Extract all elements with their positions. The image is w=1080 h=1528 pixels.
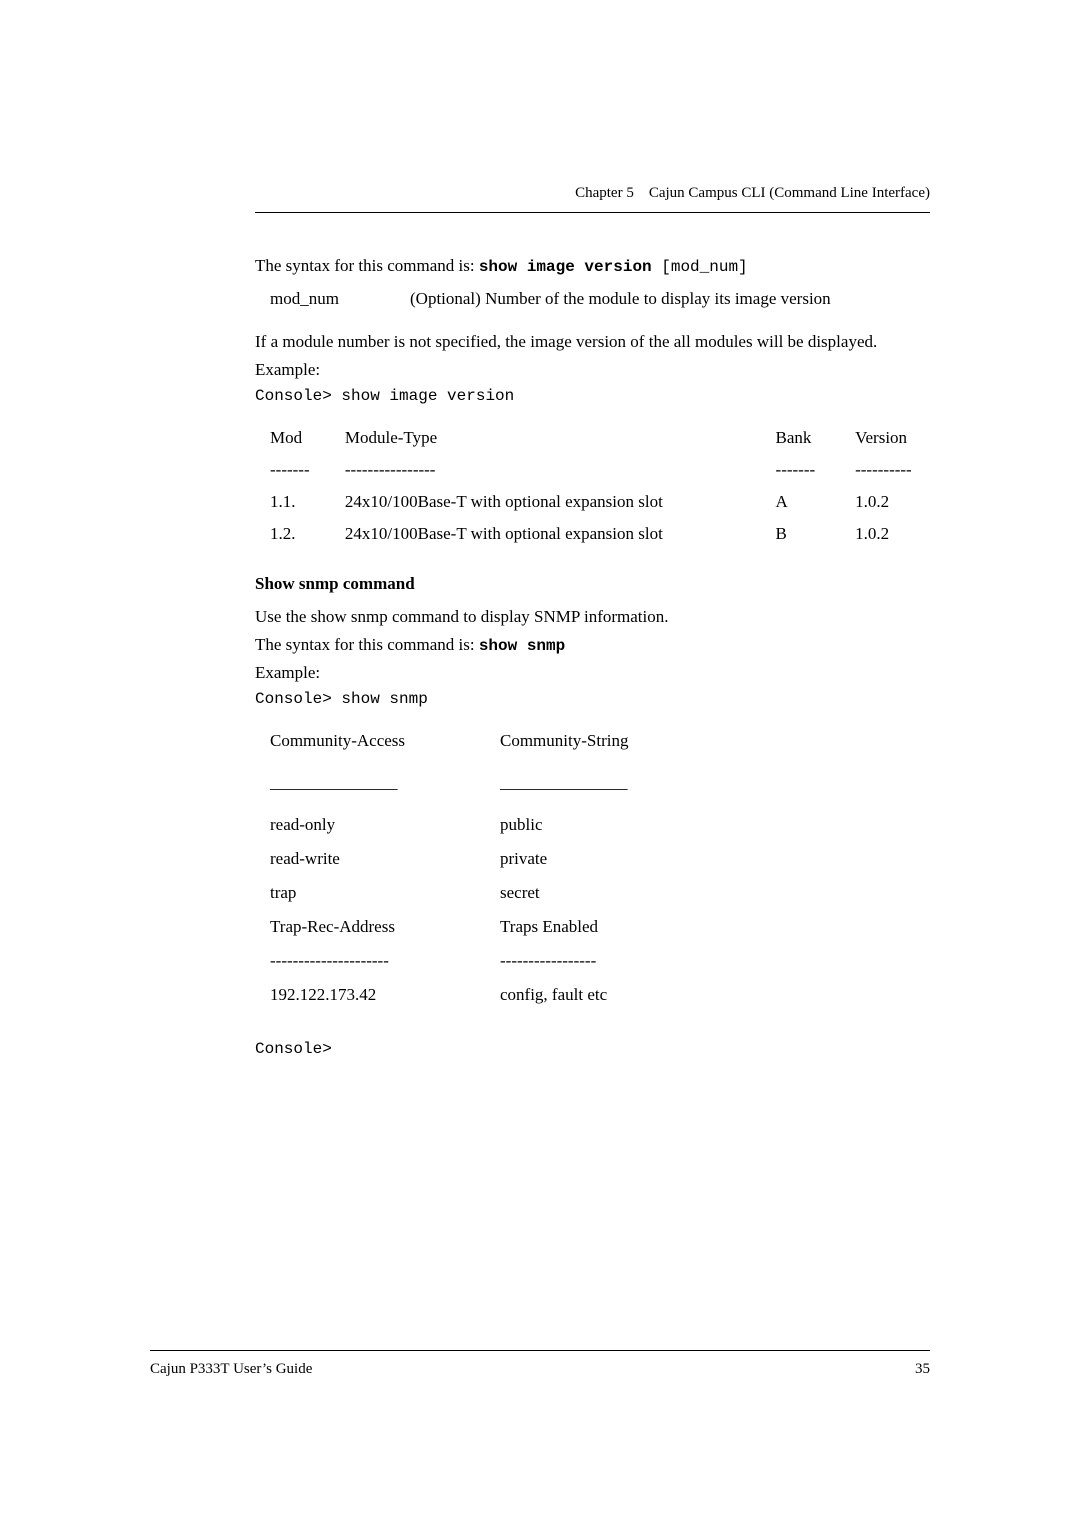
cell-version: 1.0.2 xyxy=(855,492,930,512)
snmp-cell1: Trap-Rec-Address xyxy=(270,917,500,937)
snmp-data-row: --------------------- ----------------- xyxy=(270,951,930,971)
header-version: Version xyxy=(855,428,930,448)
footer-left: Cajun P333T User’s Guide xyxy=(150,1361,312,1378)
snmp-cell2: private xyxy=(500,849,700,869)
cell-version: 1.0.2 xyxy=(855,524,930,544)
dash-bank: ------- xyxy=(776,460,856,480)
snmp-example-cmd: Console> show snmp xyxy=(255,687,930,711)
chapter-header: Chapter 5 Cajun Campus CLI (Command Line… xyxy=(255,185,930,202)
snmp-data-row: 192.122.173.42 config, fault etc xyxy=(270,985,930,1005)
snmp-example-label: Example: xyxy=(255,660,930,686)
header-type: Module-Type xyxy=(345,428,776,448)
cell-bank: A xyxy=(776,492,856,512)
snmp-table: Community-Access Community-String ______… xyxy=(270,731,930,1005)
param-name: mod_num xyxy=(270,289,410,309)
snmp-cell1: --------------------- xyxy=(270,951,500,971)
console-prompt: Console> xyxy=(255,1037,930,1061)
dash-type: ---------------- xyxy=(345,460,776,480)
header-mod: Mod xyxy=(270,428,345,448)
param-row: mod_num (Optional) Number of the module … xyxy=(270,289,930,309)
snmp-cell2: config, fault etc xyxy=(500,985,700,1005)
dash-mod: ------- xyxy=(270,460,345,480)
snmp-underline2: _______________ xyxy=(500,773,700,793)
snmp-cell2: secret xyxy=(500,883,700,903)
image-version-table: Mod Module-Type Bank Version ------- ---… xyxy=(270,428,930,544)
cell-type: 24x10/100Base-T with optional expansion … xyxy=(345,524,776,544)
syntax-arg: [mod_num] xyxy=(652,258,748,276)
page-footer: Cajun P333T User’s Guide 35 xyxy=(150,1350,930,1378)
table-dash-row: ------- ---------------- ------- -------… xyxy=(270,460,930,480)
footer-page-number: 35 xyxy=(915,1361,930,1378)
dash-version: ---------- xyxy=(855,460,930,480)
note-text: If a module number is not specified, the… xyxy=(255,329,930,355)
snmp-cell2: public xyxy=(500,815,700,835)
snmp-underline-row: _______________ _______________ xyxy=(270,773,930,793)
cell-mod: 1.1. xyxy=(270,492,345,512)
example-label: Example: xyxy=(255,357,930,383)
snmp-syntax-prefix: The syntax for this command is: xyxy=(255,635,479,654)
snmp-header1: Community-Access xyxy=(270,731,500,751)
snmp-syntax-cmd: show snmp xyxy=(479,637,565,655)
snmp-cell1: read-write xyxy=(270,849,500,869)
snmp-heading: Show snmp command xyxy=(255,574,930,594)
header-bank: Bank xyxy=(776,428,856,448)
snmp-data-row: read-only public xyxy=(270,815,930,835)
snmp-data-row: trap secret xyxy=(270,883,930,903)
cell-type: 24x10/100Base-T with optional expansion … xyxy=(345,492,776,512)
snmp-syntax-line: The syntax for this command is: show snm… xyxy=(255,632,930,658)
snmp-underline1: _______________ xyxy=(270,773,500,793)
snmp-cell2: Traps Enabled xyxy=(500,917,700,937)
header-rule xyxy=(255,212,930,213)
table-header-row: Mod Module-Type Bank Version xyxy=(270,428,930,448)
cell-mod: 1.2. xyxy=(270,524,345,544)
cell-bank: B xyxy=(776,524,856,544)
table-row: 1.2. 24x10/100Base-T with optional expan… xyxy=(270,524,930,544)
snmp-header-row: Community-Access Community-String xyxy=(270,731,930,751)
snmp-cell1: trap xyxy=(270,883,500,903)
snmp-cell2: ----------------- xyxy=(500,951,700,971)
param-desc: (Optional) Number of the module to displ… xyxy=(410,289,930,309)
snmp-data-row: read-write private xyxy=(270,849,930,869)
syntax-prefix: The syntax for this command is: xyxy=(255,256,479,275)
snmp-header2: Community-String xyxy=(500,731,700,751)
snmp-data-row: Trap-Rec-Address Traps Enabled xyxy=(270,917,930,937)
snmp-desc: Use the show snmp command to display SNM… xyxy=(255,604,930,630)
example-command: Console> show image version xyxy=(255,384,930,408)
syntax-command: show image version xyxy=(479,258,652,276)
syntax-line: The syntax for this command is: show ima… xyxy=(255,253,930,279)
table-row: 1.1. 24x10/100Base-T with optional expan… xyxy=(270,492,930,512)
snmp-cell1: 192.122.173.42 xyxy=(270,985,500,1005)
snmp-cell1: read-only xyxy=(270,815,500,835)
